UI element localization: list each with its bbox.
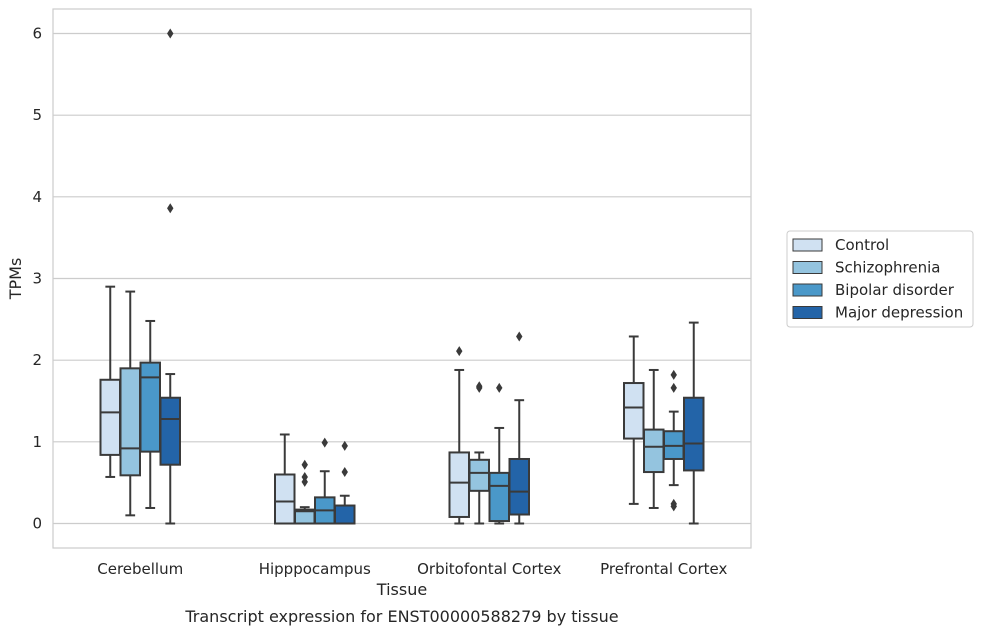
box [334,440,356,525]
box-body [139,361,161,453]
outlier-point [670,369,677,380]
legend-swatch [792,261,823,274]
legend-item: Bipolar disorder [792,281,955,299]
box-body [643,428,665,474]
box-body [99,378,121,456]
legend-item: Schizophrenia [792,259,940,277]
x-tick-label: Orbitofontal Cortex [417,560,561,578]
outlier-point [476,381,483,392]
box-series [99,28,705,525]
y-tick-label: 5 [32,106,42,124]
box [468,381,490,525]
box-body [468,458,490,492]
outlier-point [167,203,174,214]
box [139,319,161,509]
legend-item: Control [792,236,889,254]
series-major-depression [159,28,705,525]
box [314,437,336,525]
legend-swatch [792,238,823,252]
box [643,368,665,509]
legend-label: Control [835,236,889,254]
outlier-point [496,382,503,393]
x-tick-label: Prefrontal Cortex [600,560,727,578]
series-bipolar-disorder [139,319,685,525]
legend: Control Schizophrenia Bipolar disorder Majo… [786,230,974,328]
box [119,290,141,517]
outlier-point [456,346,463,357]
box [663,369,685,512]
box-body [119,367,141,477]
outlier-point [321,437,328,448]
box-body [508,457,530,516]
series-schizophrenia [119,290,665,525]
x-axis-label: Tissue [376,580,427,599]
outlier-point [301,459,308,470]
box-body [274,473,296,525]
legend-label: Major depression [835,304,963,322]
box [294,459,316,525]
legend-swatch [792,283,823,297]
box [683,321,705,525]
box [508,331,530,525]
box-body [334,504,356,525]
x-tick-label: Cerebellum [97,560,183,578]
outlier-point [341,467,348,478]
legend-item: Major depression [792,304,963,322]
y-tick-label: 4 [32,188,42,206]
legend-swatch [792,306,823,319]
legend-label: Bipolar disorder [835,281,955,299]
legend-label: Schizophrenia [835,259,940,277]
box-body [159,396,181,466]
box-body [623,382,645,440]
outlier-point [341,440,348,451]
y-tick-label: 3 [32,270,42,288]
box-body [683,396,705,472]
outlier-point [301,471,308,482]
box [623,335,645,505]
box-body [488,471,510,523]
outlier-point [167,28,174,39]
x-tick-label: Hipppocampus [259,560,371,578]
box [274,433,296,525]
y-tick-label: 6 [32,25,42,43]
box-body [448,451,470,518]
plot-frame [52,8,752,549]
box [159,28,181,525]
box [99,285,121,478]
y-tick-label: 2 [32,351,42,369]
y-tick-label: 1 [32,433,42,451]
y-axis-label: TPMs [6,258,25,301]
x-tick-labels: Cerebellum Hipppocampus Orbitofontal Corte… [97,560,727,578]
box [448,346,470,525]
chart-caption: Transcript expression for ENST0000058827… [184,607,618,626]
y-tick-label: 0 [32,515,42,533]
series-control [99,285,645,525]
box [488,382,510,525]
outlier-point [516,331,523,342]
legend-frame [786,230,974,328]
y-tick-labels: 0 1 2 3 4 5 6 [32,25,42,533]
outlier-point [670,382,677,393]
outlier-point [670,498,677,509]
